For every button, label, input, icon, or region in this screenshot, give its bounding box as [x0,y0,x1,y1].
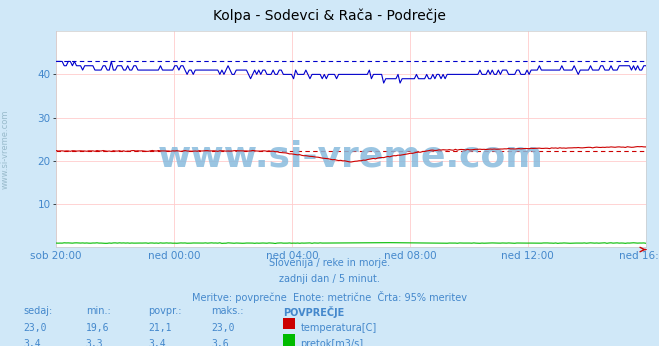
Text: ned 12:00: ned 12:00 [501,251,554,261]
Text: ned 16:00: ned 16:00 [619,251,659,261]
Text: sob 20:00: sob 20:00 [30,251,82,261]
Text: POVPREČJE: POVPREČJE [283,306,345,318]
Text: Meritve: povprečne  Enote: metrične  Črta: 95% meritev: Meritve: povprečne Enote: metrične Črta:… [192,291,467,303]
Text: 3,4: 3,4 [23,339,41,346]
Text: povpr.:: povpr.: [148,306,182,316]
Text: maks.:: maks.: [211,306,243,316]
Text: temperatura[C]: temperatura[C] [301,323,377,333]
Text: 23,0: 23,0 [211,323,235,333]
Text: 3,3: 3,3 [86,339,103,346]
Text: 19,6: 19,6 [86,323,109,333]
Text: sedaj:: sedaj: [23,306,52,316]
Text: Slovenija / reke in morje.: Slovenija / reke in morje. [269,258,390,268]
Text: zadnji dan / 5 minut.: zadnji dan / 5 minut. [279,274,380,284]
Text: 23,0: 23,0 [23,323,47,333]
Text: pretok[m3/s]: pretok[m3/s] [301,339,364,346]
Text: 21,1: 21,1 [148,323,172,333]
Text: Kolpa - Sodevci & Rača - Podrečje: Kolpa - Sodevci & Rača - Podrečje [213,9,446,23]
Text: ned 08:00: ned 08:00 [384,251,436,261]
Text: www.si-vreme.com: www.si-vreme.com [158,139,544,174]
Text: 3,6: 3,6 [211,339,229,346]
Text: 3,4: 3,4 [148,339,166,346]
Text: ned 04:00: ned 04:00 [266,251,318,261]
Text: www.si-vreme.com: www.si-vreme.com [1,109,10,189]
Text: min.:: min.: [86,306,111,316]
Text: ned 00:00: ned 00:00 [148,251,200,261]
